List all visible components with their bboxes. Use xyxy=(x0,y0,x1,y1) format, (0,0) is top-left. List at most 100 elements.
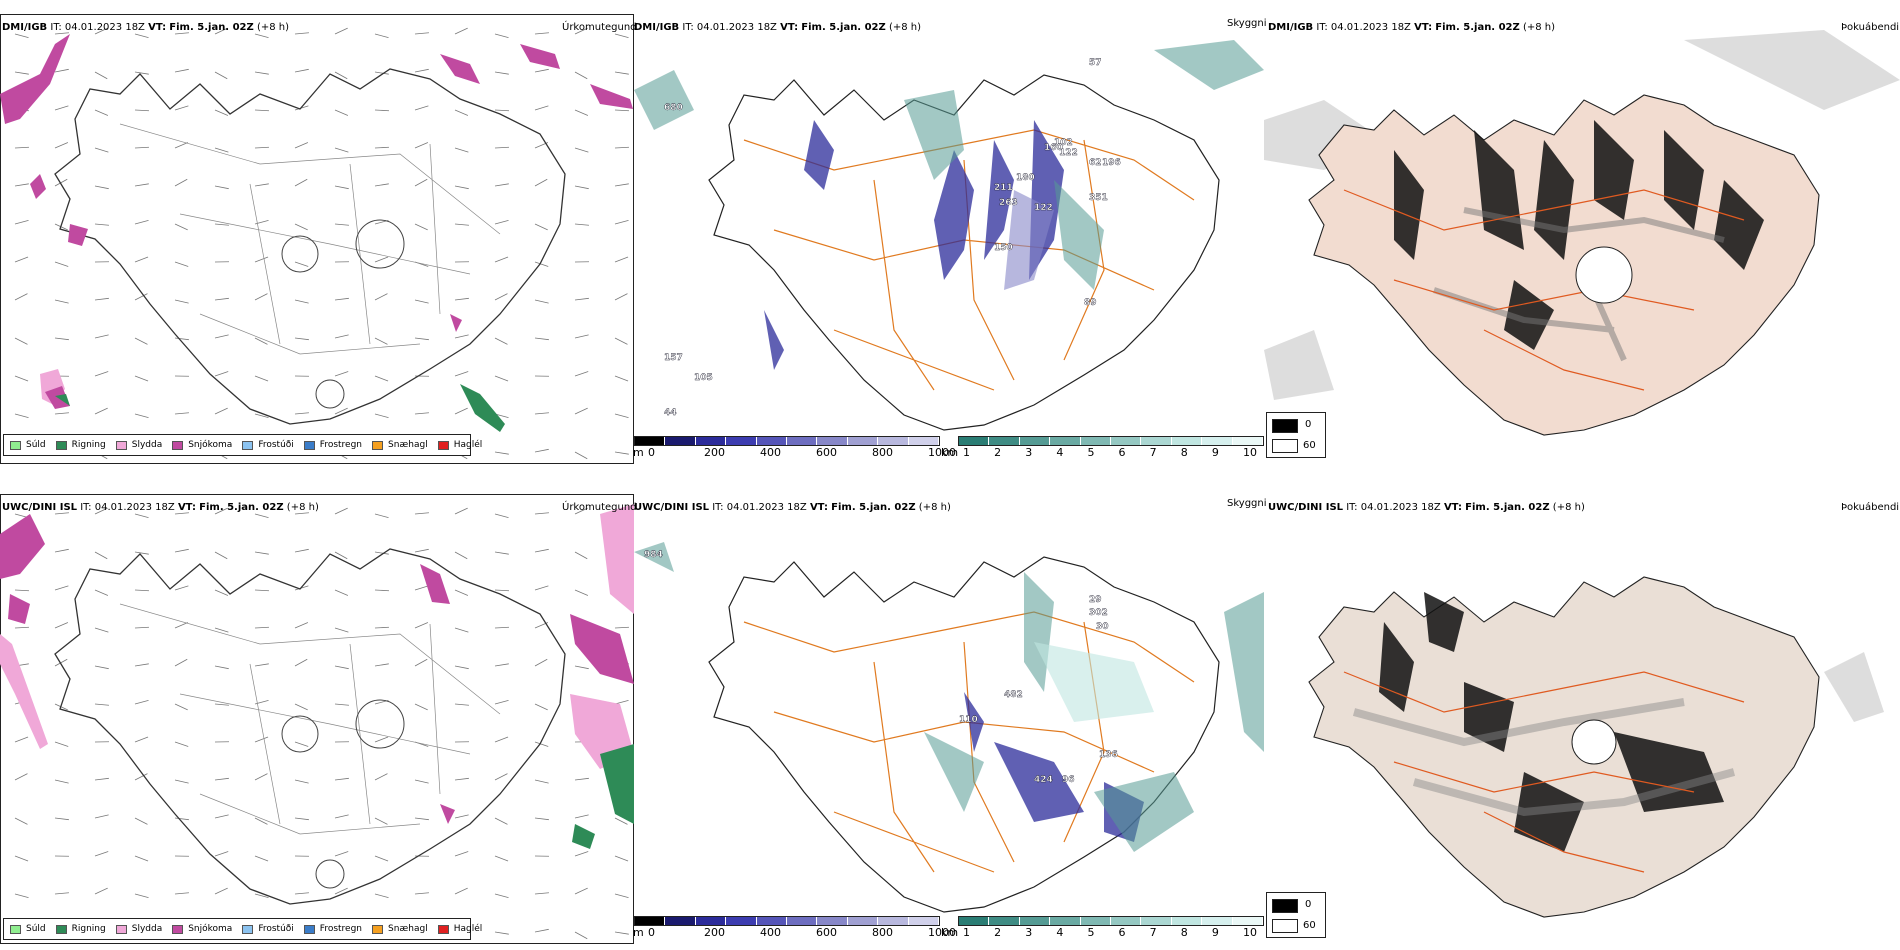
precip-type-map-bottom xyxy=(0,504,634,940)
colorbar-segment xyxy=(817,917,848,925)
wind-barbs xyxy=(14,507,630,940)
init-time: 04.01.2023 18Z xyxy=(696,22,777,33)
panel-title: Skyggni xyxy=(1227,18,1267,29)
panel-title: Þokuábendi xyxy=(1841,22,1900,33)
panel-title: Úrkomutegund xyxy=(562,502,637,513)
init-time: 04.01.2023 18Z xyxy=(1330,22,1411,33)
visibility-map-bottom: 984 29 302 30 482 110 424 96 136 xyxy=(634,542,1264,913)
legend-item: Snæhagl xyxy=(372,440,428,450)
lead-time: (+8 h) xyxy=(888,22,922,33)
legend-label: Súld xyxy=(26,924,46,934)
legend-label: Snæhagl xyxy=(388,924,428,934)
vt-label: VT: xyxy=(780,22,799,33)
swatch xyxy=(303,924,315,934)
visibility-value-label: 211 xyxy=(994,183,1013,193)
visibility-value-label: 105 xyxy=(694,373,713,383)
tick-label: 7 xyxy=(1149,926,1157,939)
lead-time: (+8 h) xyxy=(286,502,319,513)
colorbar-segment xyxy=(878,917,909,925)
legend-label: Frostúði xyxy=(258,924,294,934)
vt-label: VT: xyxy=(809,502,828,513)
legend-label: Frostregn xyxy=(319,440,363,450)
colorbar-segment xyxy=(635,437,666,445)
valid-time: Fim. 5.jan. 02Z xyxy=(801,22,886,33)
visibility-value-label: 263 xyxy=(999,198,1018,208)
colorbar-segment xyxy=(1050,917,1081,925)
swatch xyxy=(242,924,254,934)
visibility-value-label: 180 xyxy=(1016,173,1035,183)
tick-label: 5 xyxy=(1087,446,1095,459)
tick-label: 600 xyxy=(816,446,837,459)
visibility-value-label: 110 xyxy=(959,715,978,725)
visibility-value-label: 30 xyxy=(1096,622,1109,632)
vt-label: VT: xyxy=(148,22,167,33)
colorbar-segment xyxy=(1202,917,1233,925)
legend-item: Súld xyxy=(10,440,46,450)
panel-title: Skyggni xyxy=(1227,498,1267,509)
unit-label-m: m xyxy=(633,446,644,459)
valid-time: Fim. 5.jan. 02Z xyxy=(169,22,254,33)
swatch xyxy=(55,924,67,934)
model-name: UWC/DINI ISL xyxy=(1268,502,1344,513)
vt-label: VT: xyxy=(177,502,196,513)
visibility-value-label: 351 xyxy=(1089,193,1108,203)
colorbar-segment xyxy=(726,917,757,925)
legend-item: Frostregn xyxy=(303,924,363,934)
legend-label: Rigning xyxy=(71,924,106,934)
colorbar-segment xyxy=(989,437,1020,445)
wind-barbs xyxy=(14,27,630,460)
legend-item: Haglél xyxy=(437,924,483,934)
it-label: IT: xyxy=(1316,22,1328,33)
colorbar-segment xyxy=(989,917,1020,925)
colorbar-segment xyxy=(726,437,757,445)
legend-label: Súld xyxy=(26,440,46,450)
tick-label: 0 xyxy=(648,926,655,939)
swatch xyxy=(437,924,449,934)
legend-item: Snjókoma xyxy=(172,924,232,934)
tick-label: 7 xyxy=(1149,446,1157,459)
tick-label: 4 xyxy=(1056,926,1064,939)
valid-time: Fim. 5.jan. 02Z xyxy=(831,502,916,513)
unit-label-km: km xyxy=(941,926,959,939)
visibility-value-label: 424 xyxy=(1034,775,1053,785)
tick-label: 200 xyxy=(704,446,725,459)
panel-header: UWC/DINI ISL IT: 04.01.2023 18Z VT: Fim.… xyxy=(634,502,951,514)
tick-label: 1 xyxy=(963,446,970,459)
it-label: IT: xyxy=(80,502,92,513)
tick-label: 6 xyxy=(1118,446,1126,459)
colorbar-segment xyxy=(1111,437,1142,445)
lead-time: (+8 h) xyxy=(918,502,951,513)
swatch xyxy=(437,440,449,450)
panel-header: DMI/IGB IT: 04.01.2023 18Z VT: Fim. 5.ja… xyxy=(1268,22,1555,34)
colorbar-segment xyxy=(1232,917,1264,925)
legend-label: Snjókoma xyxy=(188,440,233,450)
tick-label: 200 xyxy=(704,926,725,939)
colorbar-segment xyxy=(1232,437,1264,445)
fog-map-top xyxy=(1264,30,1900,436)
visibility-value-label: 482 xyxy=(1004,690,1023,700)
colorbar-segment xyxy=(665,437,696,445)
init-time: 04.01.2023 18Z xyxy=(726,502,807,513)
legend-item: Slydda xyxy=(115,440,162,450)
legend-item: Súld xyxy=(10,924,46,934)
visibility-value-label: 302 xyxy=(1089,608,1108,618)
unit-label-m: m xyxy=(633,926,644,939)
tick-label: 800 xyxy=(872,926,893,939)
visibility-value-label: 680 xyxy=(664,103,683,113)
legend-label: Haglél xyxy=(453,924,483,934)
legend-item: Snjókoma xyxy=(172,440,232,450)
model-name: DMI/IGB xyxy=(1268,22,1314,33)
swatch xyxy=(303,440,315,450)
legend-label: Frostregn xyxy=(319,924,363,934)
precip-type-panel-bottom: Súld Rigning Slydda Snjókoma Frostúði Fr… xyxy=(0,494,634,944)
swatch xyxy=(172,924,184,934)
visibility-value-label: 160 xyxy=(1044,143,1063,153)
visibility-value-label: 122 xyxy=(1034,203,1053,213)
visibility-value-label: 157 xyxy=(664,353,683,363)
init-time: 04.01.2023 18Z xyxy=(64,22,145,33)
colorbar-segment xyxy=(1202,437,1233,445)
fog-key-low-label: 60 xyxy=(1303,440,1316,451)
tick-label: 8 xyxy=(1180,446,1188,459)
model-name: DMI/IGB xyxy=(2,22,48,33)
visibility-value-label: 44 xyxy=(664,408,677,418)
